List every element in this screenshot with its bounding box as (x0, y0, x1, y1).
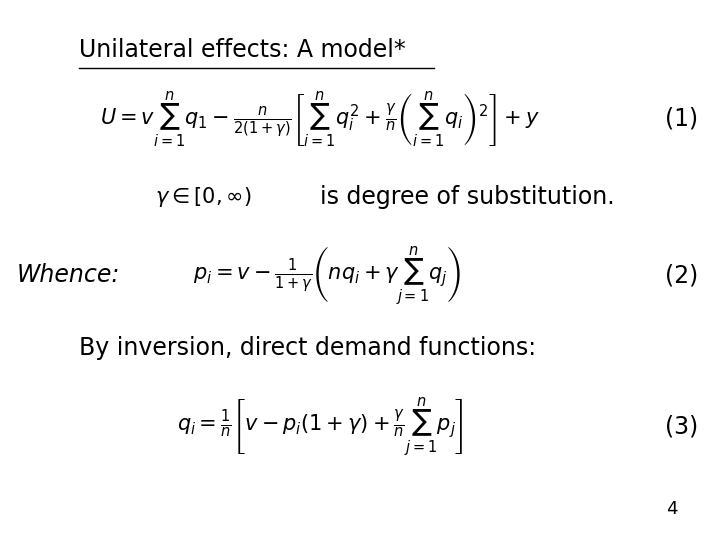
Text: is degree of substitution.: is degree of substitution. (320, 185, 615, 209)
Text: Whence:: Whence: (17, 264, 120, 287)
Text: $p_i = v - \frac{1}{1+\gamma}\left(nq_i + \gamma\sum_{j=1}^{n}q_j\right)$: $p_i = v - \frac{1}{1+\gamma}\left(nq_i … (193, 244, 461, 307)
Text: $q_i = \frac{1}{n}\left[v - p_i(1+\gamma) + \frac{\gamma}{n}\sum_{j=1}^{n}p_j\ri: $q_i = \frac{1}{n}\left[v - p_i(1+\gamma… (177, 395, 464, 458)
Text: Unilateral effects: A model*: Unilateral effects: A model* (79, 38, 406, 62)
Text: (3): (3) (665, 415, 698, 438)
Text: 4: 4 (666, 501, 678, 518)
Text: (1): (1) (665, 107, 698, 131)
Text: (2): (2) (665, 264, 698, 287)
Text: By inversion, direct demand functions:: By inversion, direct demand functions: (79, 336, 536, 360)
Text: $U = v\sum_{i=1}^{n}q_1 - \frac{n}{2(1+\gamma)}\left[\sum_{i=1}^{n}q_i^2 + \frac: $U = v\sum_{i=1}^{n}q_1 - \frac{n}{2(1+\… (100, 89, 540, 148)
Text: $\gamma \in [0, \infty)$: $\gamma \in [0, \infty)$ (155, 185, 251, 209)
